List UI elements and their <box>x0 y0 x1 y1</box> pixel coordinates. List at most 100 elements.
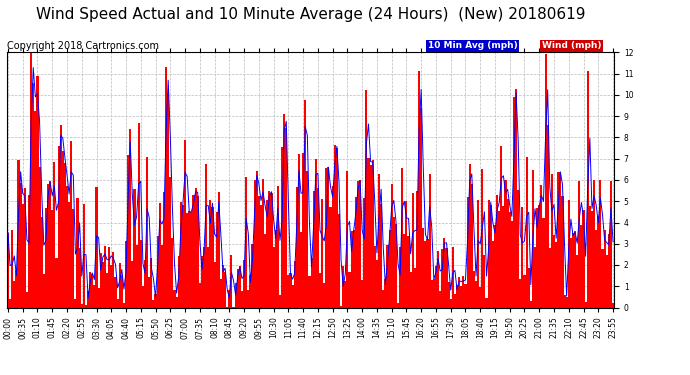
Bar <box>125 241 127 308</box>
Bar <box>11 230 13 308</box>
Bar <box>137 123 139 308</box>
Bar <box>289 273 292 308</box>
Bar <box>365 90 367 308</box>
Bar <box>346 171 348 308</box>
Bar <box>283 114 285 308</box>
Bar <box>414 268 416 308</box>
Bar <box>220 279 222 308</box>
Bar <box>49 181 51 308</box>
Bar <box>19 183 21 308</box>
Bar <box>296 187 298 308</box>
Bar <box>460 286 462 308</box>
Bar <box>133 189 135 308</box>
Bar <box>582 210 584 308</box>
Bar <box>517 190 520 308</box>
Bar <box>496 195 498 308</box>
Bar <box>540 185 542 308</box>
Bar <box>500 146 502 308</box>
Bar <box>37 76 39 307</box>
Bar <box>546 125 549 308</box>
Bar <box>135 244 137 308</box>
Text: Wind (mph): Wind (mph) <box>542 41 601 50</box>
Bar <box>477 200 479 308</box>
Bar <box>466 198 469 308</box>
Bar <box>87 291 89 308</box>
Bar <box>399 248 401 308</box>
Bar <box>443 238 446 308</box>
Bar <box>555 242 558 308</box>
Bar <box>104 246 106 308</box>
Bar <box>608 234 610 308</box>
Bar <box>112 252 115 308</box>
Bar <box>530 302 532 307</box>
Bar <box>159 203 161 308</box>
Bar <box>148 277 150 308</box>
Bar <box>388 230 391 308</box>
Bar <box>330 207 332 308</box>
Bar <box>235 283 237 308</box>
Bar <box>205 164 207 308</box>
Bar <box>313 190 315 308</box>
Bar <box>186 213 188 308</box>
Bar <box>163 192 165 308</box>
Bar <box>520 279 522 308</box>
Bar <box>446 248 448 308</box>
Bar <box>397 303 399 307</box>
Bar <box>193 195 195 308</box>
Bar <box>228 290 230 308</box>
Bar <box>403 234 406 308</box>
Bar <box>315 159 317 308</box>
Bar <box>551 174 553 308</box>
Bar <box>298 154 300 308</box>
Bar <box>294 261 296 308</box>
Bar <box>123 303 125 307</box>
Bar <box>534 247 536 308</box>
Bar <box>327 166 330 308</box>
Bar <box>522 207 524 308</box>
Bar <box>110 265 112 308</box>
Bar <box>506 199 509 308</box>
Bar <box>422 228 424 308</box>
Bar <box>340 306 342 308</box>
Bar <box>410 272 412 308</box>
Bar <box>79 248 81 308</box>
Bar <box>553 235 555 308</box>
Bar <box>23 188 26 308</box>
Bar <box>406 201 408 308</box>
Bar <box>549 249 551 308</box>
Bar <box>393 217 395 308</box>
Bar <box>433 279 435 308</box>
Bar <box>241 291 243 308</box>
Bar <box>458 277 460 308</box>
Bar <box>570 238 572 308</box>
Bar <box>321 199 323 308</box>
Bar <box>401 168 403 308</box>
Bar <box>361 280 363 308</box>
Bar <box>486 298 488 307</box>
Bar <box>464 284 466 308</box>
Bar <box>334 144 336 308</box>
Bar <box>199 284 201 308</box>
Bar <box>426 239 428 308</box>
Bar <box>142 286 144 308</box>
Bar <box>275 230 277 308</box>
Bar <box>47 184 49 308</box>
Bar <box>593 180 595 308</box>
Bar <box>266 200 268 308</box>
Bar <box>395 224 397 308</box>
Bar <box>513 97 515 308</box>
Bar <box>97 288 99 308</box>
Bar <box>536 208 538 308</box>
Bar <box>300 232 302 308</box>
Bar <box>99 252 102 308</box>
Bar <box>439 291 441 308</box>
Bar <box>441 249 443 308</box>
Bar <box>572 233 574 308</box>
Bar <box>91 274 93 308</box>
Bar <box>117 299 119 307</box>
Bar <box>357 181 359 308</box>
Bar <box>66 186 68 308</box>
Bar <box>70 141 72 308</box>
Bar <box>558 171 560 308</box>
Bar <box>310 258 313 308</box>
